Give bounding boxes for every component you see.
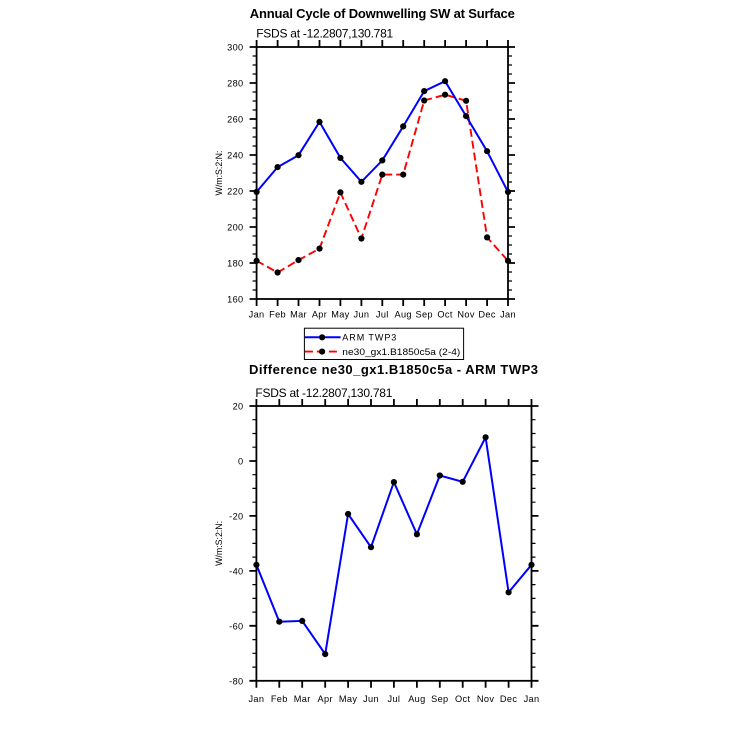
svg-text:W/m:S:2:N:: W/m:S:2:N: [214,521,224,566]
svg-text:Dec: Dec [500,694,517,704]
svg-text:May: May [331,310,349,320]
svg-text:-20: -20 [229,511,243,521]
svg-text:Jan: Jan [500,310,516,320]
svg-text:Apr: Apr [318,694,333,704]
svg-text:Annual Cycle of Downwelling SW: Annual Cycle of Downwelling SW at Surfac… [250,6,515,21]
svg-text:FSDS at -12.2807,130.781: FSDS at -12.2807,130.781 [256,27,393,41]
svg-text:Jul: Jul [376,310,389,320]
svg-text:0: 0 [238,457,243,467]
svg-text:-80: -80 [229,676,243,686]
svg-text:Jan: Jan [524,694,540,704]
svg-text:220: 220 [227,187,243,197]
svg-text:Oct: Oct [455,694,470,704]
svg-text:Feb: Feb [271,694,288,704]
svg-text:Jan: Jan [249,310,265,320]
svg-text:300: 300 [227,43,243,53]
svg-text:280: 280 [227,79,243,89]
svg-text:W/m:S:2:N:: W/m:S:2:N: [214,151,224,196]
svg-text:Nov: Nov [477,694,494,704]
svg-text:Sep: Sep [415,310,432,320]
svg-text:Feb: Feb [269,310,286,320]
svg-text:Jan: Jan [248,694,264,704]
svg-text:ne30_gx1.B1850c5a (2-4): ne30_gx1.B1850c5a (2-4) [342,347,460,357]
svg-text:Jul: Jul [388,694,401,704]
svg-text:Aug: Aug [408,694,425,704]
svg-text:May: May [339,694,357,704]
svg-text:Mar: Mar [294,694,311,704]
svg-text:240: 240 [227,151,243,161]
svg-text:Dec: Dec [478,310,495,320]
svg-text:ARM TWP3: ARM TWP3 [342,333,396,343]
svg-text:260: 260 [227,115,243,125]
svg-text:200: 200 [227,223,243,233]
svg-text:Oct: Oct [437,310,452,320]
svg-text:180: 180 [227,259,243,269]
svg-text:-40: -40 [229,566,243,576]
svg-text:Jun: Jun [353,310,369,320]
svg-text:20: 20 [233,402,244,412]
svg-text:160: 160 [227,295,243,305]
svg-text:Jun: Jun [363,694,379,704]
svg-text:Nov: Nov [457,310,474,320]
svg-text:Mar: Mar [290,310,307,320]
svg-text:Difference ne30_gx1.B1850c5a -: Difference ne30_gx1.B1850c5a - ARM TWP3 [249,362,538,377]
svg-text:Aug: Aug [394,310,411,320]
svg-text:Apr: Apr [312,310,327,320]
svg-text:FSDS at -12.2807,130.781: FSDS at -12.2807,130.781 [255,386,392,400]
svg-text:-60: -60 [229,621,243,631]
svg-text:Sep: Sep [431,694,448,704]
